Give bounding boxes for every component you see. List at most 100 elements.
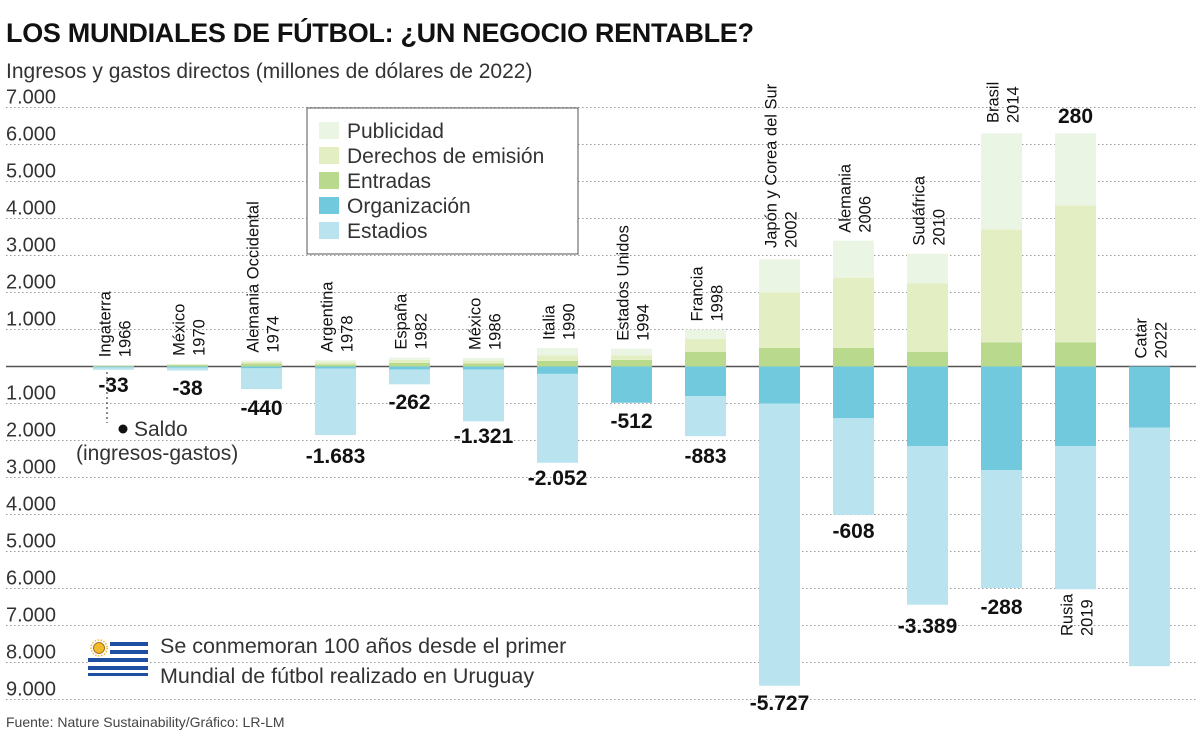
y-tick-label: 4.000 [6, 198, 56, 220]
bar-country-label: Alemania [837, 163, 855, 233]
tournament-bar-group [611, 348, 652, 403]
bar-segment-derechos [537, 355, 578, 361]
legend-box [306, 107, 579, 255]
bar-segment-estadios [685, 396, 726, 437]
bar-segment-estadios [93, 367, 134, 370]
bar-segment-estadios [1055, 446, 1096, 590]
tournament-bar-group [1129, 366, 1170, 667]
y-tick-label: 7.000 [6, 87, 56, 109]
bar-segment-derechos [167, 364, 208, 366]
bar-year-label: 2019 [1079, 599, 1097, 636]
bar-country-label: Ingaterra [97, 290, 115, 357]
bar-segment-derechos [315, 362, 356, 365]
bar-segment-organizacion [537, 366, 578, 374]
bar-year-label: 2010 [931, 209, 949, 246]
saldo-label: -608 [832, 520, 874, 543]
bar-country-label: Alemania Occidental [245, 201, 263, 352]
y-tick-label: 4.000 [6, 494, 56, 516]
y-tick-label: 2.000 [6, 420, 56, 442]
legend-label-estadios: Estadios [347, 220, 428, 243]
bar-segment-publicidad [685, 329, 726, 339]
legend-label-derechos: Derechos de emisión [347, 145, 544, 168]
bar-segment-organizacion [315, 366, 356, 369]
saldo-note-label: Saldo [134, 418, 188, 441]
bar-segment-entradas [463, 363, 504, 367]
legend-swatch-publicidad [319, 122, 339, 139]
bar-year-label: 1982 [413, 313, 431, 350]
saldo-label: -38 [172, 377, 203, 400]
bar-country-label: Francia [689, 266, 707, 322]
bar-segment-estadios [537, 373, 578, 463]
source-note: Fuente: Nature Sustainability/Gráfico: L… [6, 714, 285, 730]
y-tick-label: 7.000 [6, 605, 56, 627]
tournament-bar-group [463, 357, 504, 422]
saldo-annotation: Saldo (ingresos-gastos) [76, 372, 238, 465]
grid-layer: 7.000 6.000 5.000 4.000 3.000 2.000 1.000 1.000… [6, 87, 1196, 701]
bar-segment-publicidad [759, 259, 800, 293]
bar-country-label: España [393, 293, 411, 350]
bar-segment-organizacion [907, 366, 948, 447]
saldo-label: -2.052 [528, 467, 588, 490]
bar-segment-derechos [833, 277, 874, 348]
saldo-label: -33 [98, 374, 128, 397]
bar-segment-derechos [389, 359, 430, 363]
bar-segment-publicidad [241, 360, 282, 362]
bar-segment-entradas [167, 365, 208, 367]
tournament-bar-group [241, 360, 282, 390]
y-tick-label: 6.000 [6, 568, 56, 590]
legend-swatch-estadios [319, 222, 339, 239]
bar-country-label: Brasil [985, 82, 1003, 123]
bar-segment-entradas [611, 359, 652, 367]
bar-segment-entradas [981, 342, 1022, 367]
tournament-bar-group [685, 329, 726, 437]
saldo-label: -3.389 [898, 615, 958, 638]
bar-segment-organizacion [167, 366, 208, 368]
tournament-bar-group [315, 360, 356, 436]
y-tick-label: 5.000 [6, 161, 56, 183]
saldo-label: -262 [388, 391, 430, 414]
bar-year-label: 2014 [1005, 86, 1023, 123]
bar-year-label: 1966 [117, 320, 135, 357]
y-tick-label: 1.000 [6, 383, 56, 405]
bar-segment-entradas [241, 363, 282, 367]
legend-swatch-entradas [319, 172, 339, 189]
bar-segment-publicidad [389, 357, 430, 360]
bar-segment-derechos [1055, 205, 1096, 343]
bars-layer [93, 133, 1170, 686]
bar-country-label: México [171, 304, 189, 356]
bar-segment-organizacion [463, 366, 504, 370]
y-tick-label: 2.000 [6, 272, 56, 294]
bar-segment-entradas [833, 348, 874, 367]
bar-year-label: 1998 [709, 285, 727, 322]
tournament-bar-group [537, 348, 578, 463]
bar-segment-derechos [463, 360, 504, 364]
bar-year-label: 1994 [635, 304, 653, 341]
bar-country-label: Argentina [319, 281, 337, 352]
bar-country-label: Catar [1133, 318, 1151, 359]
bar-segment-estadios [389, 369, 430, 385]
bar-segment-publicidad [611, 348, 652, 356]
page-subtitle: Ingresos y gastos directos (millones de … [6, 60, 533, 83]
bar-segment-entradas [537, 360, 578, 367]
bar-segment-entradas [1055, 342, 1096, 367]
saldo-label: 280 [1058, 105, 1093, 128]
legend-swatch-derechos [319, 147, 339, 164]
bar-segment-organizacion [241, 366, 282, 369]
bar-segment-estadios [167, 367, 208, 371]
bar-segment-derechos [241, 361, 282, 364]
bar-segment-organizacion [1055, 366, 1096, 447]
legend-label-publicidad: Publicidad [347, 120, 444, 143]
bar-year-label: 2002 [783, 211, 801, 248]
y-tick-label: 1.000 [6, 309, 56, 331]
bar-segment-estadios [315, 368, 356, 436]
saldo-label: -883 [684, 445, 726, 468]
bar-segment-derechos [981, 229, 1022, 343]
bar-segment-entradas [389, 362, 430, 367]
bar-country-label: Estados Unidos [615, 225, 633, 341]
bar-country-label: Italia [541, 304, 559, 340]
tournament-bar-group [93, 365, 134, 370]
bar-country-label: México [467, 298, 485, 350]
bar-segment-organizacion [833, 366, 874, 419]
